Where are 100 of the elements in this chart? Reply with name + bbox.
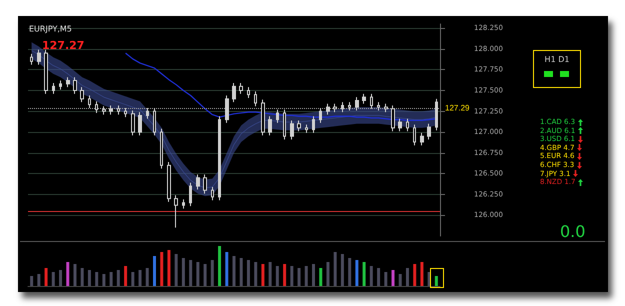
bar [66, 262, 70, 286]
bar [189, 260, 192, 286]
candlestick [232, 82, 236, 103]
candlestick [73, 76, 77, 94]
bar [276, 266, 279, 286]
bar [182, 258, 185, 286]
bar [152, 256, 156, 286]
candlestick [268, 116, 272, 136]
bar [204, 264, 207, 286]
bar [59, 270, 62, 286]
bar [261, 264, 264, 286]
candlestick [384, 103, 388, 113]
candlestick [59, 80, 62, 90]
candlestick [276, 109, 279, 124]
bar [37, 274, 40, 286]
candlestick [203, 174, 207, 194]
bar [413, 264, 416, 286]
candlestick [189, 182, 192, 207]
candlestick [326, 103, 330, 116]
candlestick [312, 116, 315, 134]
candlestick [261, 99, 265, 136]
bar [254, 262, 258, 286]
bar [370, 266, 373, 286]
bar [218, 246, 222, 286]
bar [362, 262, 366, 286]
candlestick [305, 124, 308, 134]
candlestick [52, 82, 55, 94]
candlestick [355, 96, 359, 111]
bar [326, 262, 330, 286]
candlestick [30, 53, 33, 66]
candlestick [131, 110, 135, 136]
candlestick [370, 93, 373, 110]
candlestick [254, 90, 257, 107]
candlestick [211, 186, 214, 201]
candlestick [95, 100, 98, 114]
candlestick [333, 103, 337, 113]
bar [44, 268, 48, 286]
candlestick [297, 120, 301, 132]
bar [102, 274, 106, 286]
bar [240, 258, 243, 286]
candlestick [290, 120, 294, 140]
bar [116, 270, 120, 286]
candlestick [167, 162, 171, 202]
bar [334, 252, 337, 286]
candlestick [160, 128, 163, 170]
candlestick [44, 49, 48, 94]
bar [377, 268, 380, 286]
candlestick [225, 95, 229, 124]
candlestick [239, 82, 243, 94]
candlestick [218, 116, 221, 201]
bar [348, 258, 352, 286]
text: 0.0 [560, 222, 586, 241]
candlestick [427, 123, 431, 140]
bar [210, 260, 214, 286]
candlestick [377, 102, 380, 111]
candlestick [124, 107, 127, 118]
candlestick [319, 107, 322, 124]
candlestick [174, 194, 178, 228]
bar [420, 262, 424, 286]
candlestick [406, 118, 409, 132]
candlestick [391, 104, 395, 132]
candlestick [37, 49, 41, 66]
candlestick [420, 132, 424, 146]
candlestick [413, 124, 416, 146]
candlestick [66, 76, 70, 88]
candlestick [102, 106, 106, 116]
annotation: 127.27 [42, 39, 84, 52]
bar [392, 270, 395, 286]
bar [283, 264, 286, 286]
bar [95, 272, 98, 286]
bar [30, 276, 34, 286]
text: H1 D1 [544, 55, 570, 64]
bar [124, 266, 128, 286]
candlestick [341, 102, 344, 113]
candlestick [153, 107, 156, 136]
candlestick [80, 86, 84, 103]
bar [340, 254, 344, 286]
bar [398, 274, 402, 286]
bar [131, 272, 134, 286]
bar [355, 260, 358, 286]
line-series [124, 52, 437, 122]
bar [298, 268, 301, 286]
bar [268, 262, 272, 286]
candlestick [362, 93, 366, 104]
candlestick [146, 107, 149, 120]
bar [52, 272, 55, 286]
bar [167, 250, 170, 286]
ref-line-label: 127.29 [445, 103, 470, 112]
bar [312, 264, 316, 286]
bar [174, 254, 178, 286]
bar [80, 268, 84, 286]
bar [246, 260, 250, 286]
bar [88, 270, 91, 286]
candlestick [88, 95, 91, 108]
bar [290, 266, 294, 286]
candlestick [117, 104, 120, 116]
bar [319, 268, 322, 286]
bar [384, 272, 388, 286]
bar [196, 262, 200, 286]
bar [138, 270, 142, 286]
